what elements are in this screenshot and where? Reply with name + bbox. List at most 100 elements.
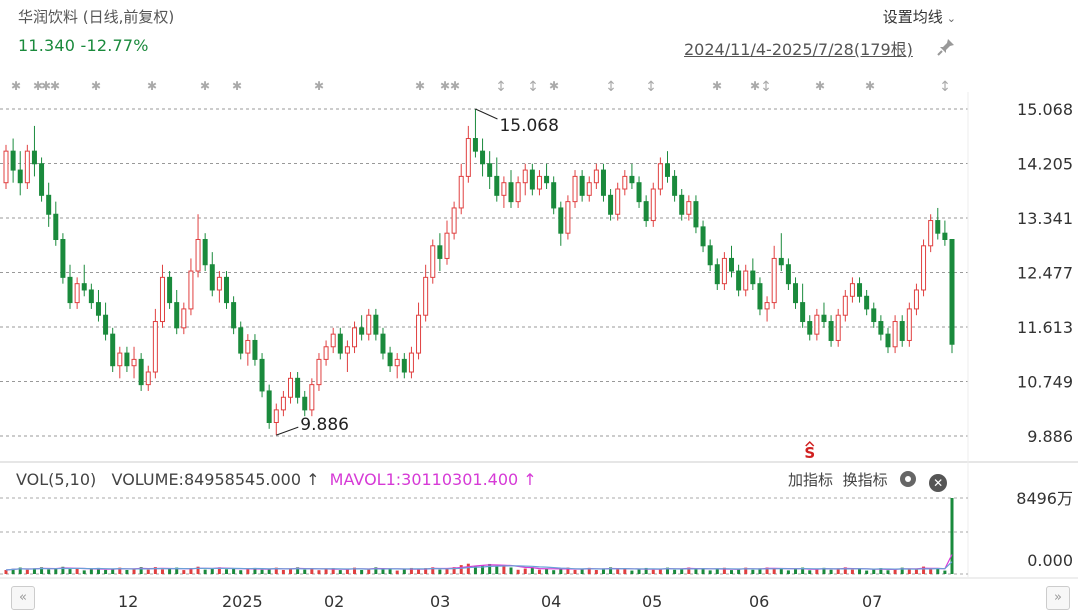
set-ma-button[interactable]: 设置均线 ⌄	[883, 6, 956, 27]
candle-body	[622, 175, 628, 190]
switch-indicator-button[interactable]: 换指标	[842, 471, 888, 489]
candle-body	[152, 321, 158, 373]
volume-bar	[303, 569, 307, 574]
volume-bar	[566, 567, 570, 574]
candle-body	[288, 377, 294, 398]
candle-body	[736, 270, 742, 291]
volume-bar	[822, 567, 826, 574]
x-label-02: 02	[324, 592, 345, 611]
candle-body	[821, 314, 827, 323]
volume-bar	[402, 569, 406, 574]
volume-bar	[843, 567, 847, 574]
volume-bar	[893, 568, 897, 574]
x-label-07: 07	[862, 592, 883, 611]
candle-body	[835, 314, 841, 341]
volume-bar	[175, 567, 179, 574]
volume-bar	[25, 569, 29, 574]
candle-body	[53, 213, 59, 240]
candle-body	[373, 314, 379, 335]
candle-body	[857, 283, 863, 297]
volume-bar	[943, 570, 947, 574]
volume-bar	[388, 568, 392, 574]
star-event-icon: ✱	[440, 79, 450, 93]
volume-bar	[409, 567, 413, 574]
candle-body	[209, 264, 215, 291]
candle-body	[181, 308, 187, 329]
volume-bar	[232, 568, 236, 574]
volume-bar	[758, 568, 762, 574]
candle-body	[849, 283, 855, 297]
candle-body	[750, 270, 756, 285]
add-indicator-button[interactable]: 加指标	[788, 471, 834, 489]
candle-body	[906, 308, 912, 341]
candle-body	[31, 150, 37, 165]
event-markers: ✱ ✱✱✱ ✱ ✱ ✱ ✱ ✱ ✱ ✱ ✱ ✱ ✱ ✱ ✱ ✱↕ ↕ ↕ ↕ ↕ ↕	[11, 79, 951, 95]
volume-bar	[530, 567, 534, 574]
volume-bar	[111, 568, 115, 574]
volume-bar	[281, 569, 285, 574]
volume-bar	[75, 568, 79, 574]
candle-body	[95, 302, 101, 316]
arrow-event-icon: ↕	[645, 79, 657, 95]
volume-bar	[687, 567, 691, 574]
candle-body	[231, 302, 237, 329]
volume-bar	[182, 570, 186, 574]
volume-bar	[381, 569, 385, 574]
volume-bar	[40, 567, 44, 574]
scroll-right-button[interactable]: »	[1046, 586, 1070, 610]
candle-body	[679, 194, 685, 215]
candle-body	[394, 358, 400, 367]
volume-bar	[836, 568, 840, 574]
volume-bar	[367, 568, 371, 574]
star-event-icon: ✱	[50, 79, 60, 93]
volume-bar	[872, 569, 876, 574]
candle-body	[942, 232, 948, 240]
mavol1-value: MAVOL1:30110301.400	[329, 470, 519, 489]
volume-bar	[701, 568, 705, 574]
volume-bar	[153, 567, 157, 574]
candle-body	[899, 321, 905, 341]
candle-body	[124, 352, 130, 367]
candle-body	[188, 270, 194, 310]
pin-icon[interactable]	[936, 37, 956, 57]
date-range-link[interactable]: 2024/11/4-2025/7/28(179根)	[684, 40, 913, 59]
volume-legend: VOL(5,10) VOLUME:84958545.000 ↑ MAVOL1:3…	[16, 470, 537, 489]
scroll-left-button[interactable]: «	[11, 586, 35, 610]
candle-body	[81, 283, 87, 291]
candle-body	[159, 276, 165, 323]
candle-body	[458, 175, 464, 209]
volume-bars	[4, 498, 954, 574]
candle-body	[74, 283, 80, 304]
candle-body	[138, 358, 144, 386]
candle-body	[565, 201, 571, 234]
volume-bar	[360, 569, 364, 574]
candle-body	[707, 245, 713, 266]
volume-bar	[239, 570, 243, 574]
x-label-2025: 2025	[222, 592, 263, 611]
candle-body	[757, 283, 763, 310]
volume-bar	[751, 569, 755, 574]
candle-body	[935, 220, 941, 234]
candle-body	[913, 289, 919, 310]
volume-bar	[914, 568, 918, 574]
close-icon[interactable]: ✕	[929, 474, 948, 492]
candle-body	[60, 238, 66, 278]
gear-icon[interactable]	[900, 471, 917, 487]
price-tick-label: 11.613	[1017, 318, 1073, 337]
volume-bar	[616, 569, 620, 574]
volume-bar	[694, 569, 698, 574]
star-event-icon: ✱	[815, 79, 825, 93]
price-annotations: 15.068 9.886 S	[276, 108, 815, 462]
price-tick-label: 13.341	[1017, 209, 1073, 228]
candle-body	[302, 396, 308, 411]
star-event-icon: ✱	[750, 79, 760, 93]
sell-signal-icon: S	[804, 444, 815, 462]
volume-bar	[502, 565, 506, 574]
volume-bar	[68, 569, 72, 574]
volume-bar	[466, 563, 470, 574]
candle-body	[714, 264, 720, 285]
volume-bar	[950, 498, 954, 574]
candle-body	[273, 409, 279, 423]
volume-bar	[274, 567, 278, 574]
